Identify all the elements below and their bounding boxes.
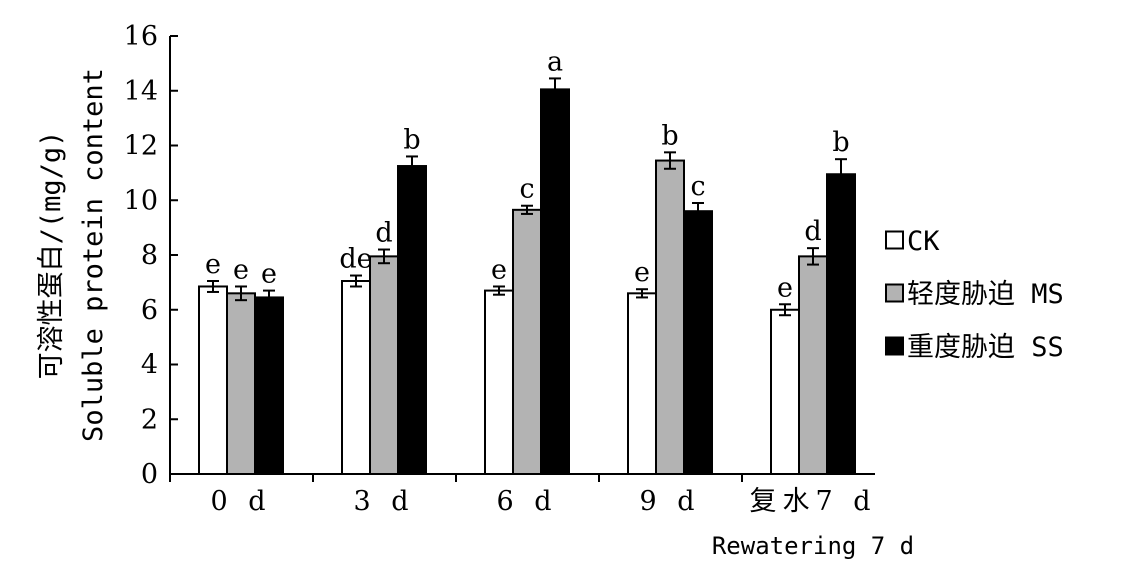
legend-swatch [885,283,904,303]
bar [826,173,856,475]
legend-label: CK [907,226,940,257]
x-tick-label: 9 d [639,486,700,517]
significance-label: d [375,218,392,249]
legend-label: 轻度胁迫 MS [907,279,1064,310]
x-tick-sublabel: Rewatering 7 d [712,532,914,560]
bar [540,88,570,475]
significance-label: c [690,171,705,202]
significance-label: b [403,124,420,155]
significance-label: e [634,257,650,288]
y-tick-label: 4 [141,350,158,381]
bar [798,255,828,475]
y-tick-label: 14 [124,76,158,107]
x-tick-label: 0 d [210,486,271,517]
legend-label: 重度胁迫 SS [907,332,1064,363]
y-tick-label: 16 [124,21,158,52]
bar [683,210,713,475]
bar [397,165,427,475]
legend-swatch [885,230,904,250]
bar [369,255,399,475]
bar [655,159,685,475]
significance-label: e [777,272,793,303]
significance-label: e [233,254,249,285]
x-tick-label: 6 d [496,486,557,517]
significance-label: c [519,174,534,205]
legend-swatch [885,336,904,356]
significance-label: b [661,120,678,151]
axes: 0 2 4 6 8 10 12 14 16 0 d 3 d 6 d 9 d 复水7 d Rewatering… [124,21,915,560]
bar [341,280,371,475]
y-axis-title-line: 可溶性蛋白/(mg/g) [36,131,67,380]
y-tick-label: 8 [141,240,158,271]
y-axis-title-line: Soluble protein content [78,68,109,442]
bar [254,296,284,475]
bar [512,208,542,476]
bar [198,285,228,476]
bar [770,308,800,475]
significance-label: e [205,249,221,280]
bar [226,292,256,476]
x-tick-label: 复水7 d [749,486,876,517]
significance-label: e [491,254,507,285]
y-tick-label: 0 [141,459,158,490]
significance-label: b [832,127,849,158]
significance-label: de [339,244,372,275]
y-tick-label: 10 [124,185,158,216]
bar [484,289,514,475]
y-axis-title: 可溶性蛋白/(mg/g) Soluble protein content [36,68,109,442]
legend: CK 轻度胁迫 MS 重度胁迫 SS [885,226,1064,363]
y-tick-label: 2 [141,404,158,435]
y-tick-label: 6 [141,295,158,326]
significance-label: a [547,46,563,77]
significance-label: e [261,259,277,290]
y-tick-label: 12 [124,131,158,162]
x-tick-label: 3 d [353,486,414,517]
bar [627,292,657,476]
significance-label: d [804,216,821,247]
